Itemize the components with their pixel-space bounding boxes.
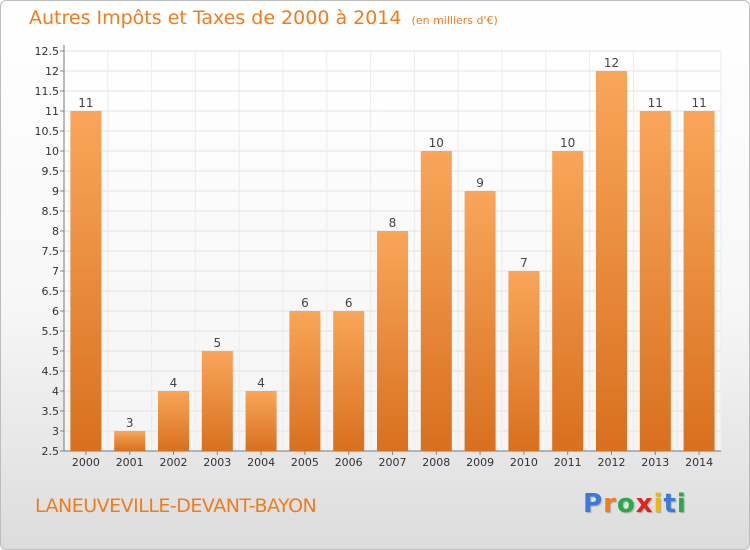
chart-title-text: Autres Impôts et Taxes de 2000 à 2014 [29,7,402,29]
logo-letter: r [603,489,617,519]
commune-name: LANEUVEVILLE-DEVANT-BAYON [35,495,317,517]
x-tick-label: 2003 [203,456,231,469]
y-tick-label: 3.5 [42,405,60,418]
x-tick-label: 2006 [335,456,363,469]
bar-value-label: 5 [213,336,221,350]
logo-letter: i [676,489,687,519]
y-tick-label: 7.5 [42,245,60,258]
logo-letter: t [663,489,677,519]
proxiti-logo: Proxiti [583,489,687,519]
bar-value-label: 3 [126,416,134,430]
y-tick-label: 11.5 [35,85,60,98]
bar-value-label: 11 [648,96,663,110]
bar [289,311,321,451]
bar [596,71,627,451]
y-tick-label: 5.5 [42,325,60,338]
bar-value-label: 8 [389,216,397,230]
bar [158,391,189,451]
y-tick-label: 6 [52,305,59,318]
y-tick-label: 5 [52,345,59,358]
x-tick-label: 2007 [379,456,407,469]
bar [70,111,102,451]
bar [683,111,715,451]
bar [508,271,540,451]
logo-letter: x [635,489,654,519]
bar-value-label: 10 [560,136,575,150]
y-tick-label: 9 [52,185,59,198]
bar [333,311,365,451]
bar [552,151,584,451]
y-tick-label: 2.5 [42,445,60,458]
chart-unit: (en milliers d'€) [411,14,498,27]
x-tick-label: 2008 [422,456,450,469]
x-tick-label: 2009 [466,456,494,469]
y-tick-label: 4 [52,385,59,398]
chart-title: Autres Impôts et Taxes de 2000 à 2014 (e… [29,7,498,29]
y-tick-label: 10.5 [35,125,60,138]
x-tick-label: 2010 [510,456,538,469]
bar-value-label: 4 [257,376,265,390]
y-tick-label: 9.5 [42,165,60,178]
y-tick-label: 8 [52,225,59,238]
bar-value-label: 6 [301,296,309,310]
bar-value-label: 11 [78,96,93,110]
bar-value-label: 11 [691,96,706,110]
y-tick-label: 12 [45,65,59,78]
bar [245,391,277,451]
logo-letter: i [653,489,664,519]
logo-letter: o [616,489,636,519]
bar-value-label: 7 [520,256,528,270]
bar-value-label: 9 [476,176,484,190]
x-tick-label: 2001 [116,456,144,469]
y-tick-label: 8.5 [42,205,60,218]
bar-value-label: 4 [170,376,178,390]
x-tick-label: 2013 [641,456,669,469]
logo-letter: P [583,489,604,519]
x-tick-label: 2011 [554,456,582,469]
y-tick-label: 3 [52,425,59,438]
bar [639,111,671,451]
x-tick-label: 2004 [247,456,275,469]
bar-value-label: 10 [429,136,444,150]
x-tick-label: 2002 [160,456,188,469]
bar [201,351,233,451]
y-tick-label: 12.5 [35,45,60,58]
y-tick-label: 10 [45,145,59,158]
x-tick-label: 2005 [291,456,319,469]
y-tick-label: 11 [45,105,59,118]
y-tick-label: 7 [52,265,59,278]
y-tick-label: 4.5 [42,365,60,378]
x-tick-label: 2000 [72,456,100,469]
bar [377,231,408,451]
bar [114,431,146,451]
bar [464,191,496,451]
bar-value-label: 12 [604,56,619,70]
x-tick-label: 2012 [598,456,626,469]
bar [420,151,452,451]
y-tick-label: 6.5 [42,285,60,298]
x-tick-label: 2014 [685,456,713,469]
bar-value-label: 6 [345,296,353,310]
